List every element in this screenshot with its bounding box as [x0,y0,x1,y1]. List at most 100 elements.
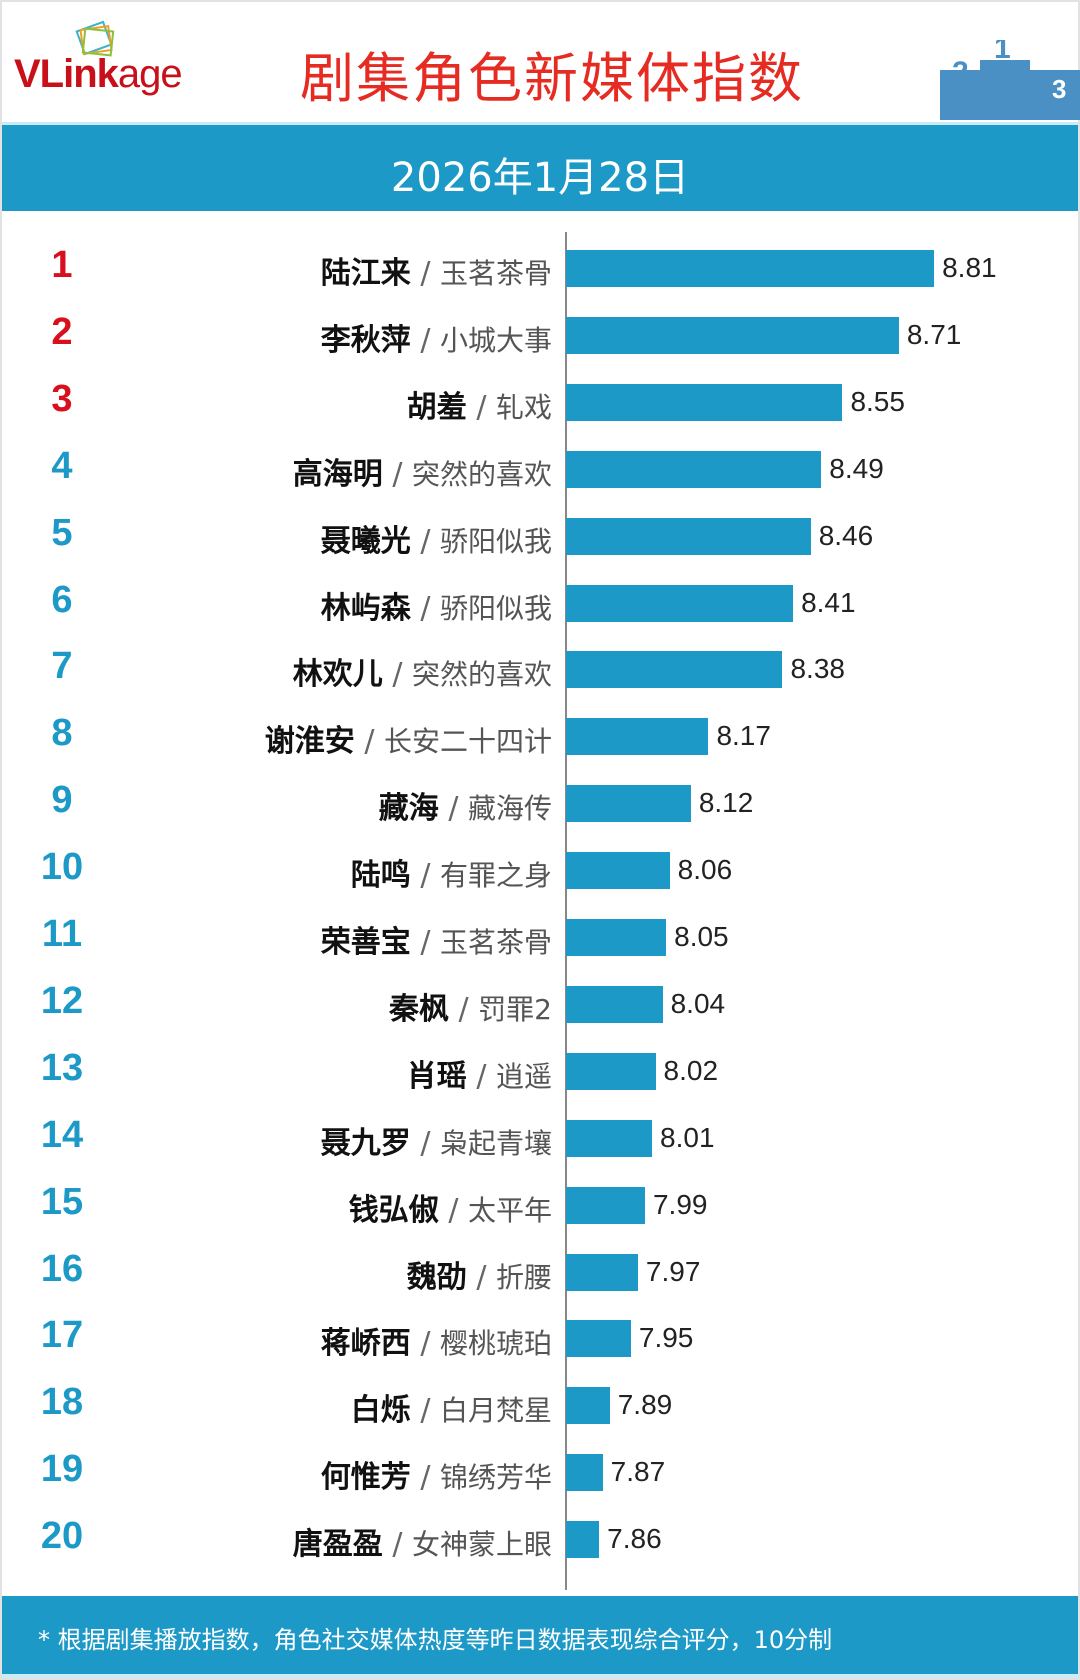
rank-number: 1 [51,244,73,286]
separator: / [466,1058,496,1094]
bar-label: 高海明 / 突然的喜欢 [293,449,552,493]
value-label: 7.95 [638,1322,694,1354]
value-label: 7.87 [610,1456,666,1488]
value-label: 8.55 [850,385,905,417]
character-name: 肖瑶 [406,1058,467,1094]
bar-label: 林屿森 / 骄阳似我 [321,583,552,627]
bar-label: 蒋峤西 / 樱桃琥珀 [321,1318,552,1362]
separator: / [382,1527,412,1563]
rank-number: 4 [51,444,73,487]
rank-number: 14 [40,1113,84,1156]
separator: / [410,1326,440,1362]
value-label: 8.02 [663,1054,719,1086]
bar [566,985,663,1023]
character-name: 聂九罗 [320,1125,411,1161]
page-title: 剧集角色新媒体指数 [300,47,804,110]
character-name: 白烁 [350,1393,411,1429]
character-name: 林屿森 [320,590,411,626]
separator: / [382,456,412,492]
separator: / [438,1192,468,1228]
separator: / [410,256,440,291]
drama-name: 女神蒙上眼 [411,1528,552,1562]
rank-number: 3 [51,377,73,420]
character-name: 何惟芳 [320,1460,411,1496]
character-name: 魏劭 [406,1259,467,1295]
drama-name: 罚罪2 [478,992,552,1026]
rank-number: 20 [40,1515,84,1558]
logo-frames-icon [75,20,115,57]
svg-text:1: 1 [994,40,1011,65]
value-label: 8.41 [801,586,856,618]
drama-name: 突然的喜欢 [411,457,552,491]
ranking-chart: 1 陆江来 / 玉茗茶骨 8.81 2 李秋萍 / 小城大事 8.71 3 胡羞 / 轧戏 8.… [0,220,1080,1590]
bar-label: 藏海 / 藏海传 [379,783,552,827]
value-label: 7.89 [617,1389,673,1421]
separator: / [466,1259,496,1295]
drama-name: 逍遥 [495,1059,552,1093]
character-name: 钱弘俶 [348,1192,439,1228]
bar-label: 林欢儿 / 突然的喜欢 [293,649,552,693]
bar [566,1052,656,1090]
drama-name: 枭起青壤 [439,1126,552,1160]
separator: / [410,858,440,894]
rank-number: 16 [40,1247,84,1290]
svg-text:2: 2 [952,56,969,89]
separator: / [354,724,384,760]
bar-label: 聂曦光 / 骄阳似我 [321,516,552,560]
value-label: 8.71 [906,318,962,350]
rank-number: 13 [40,1046,84,1089]
bar-label: 荣善宝 / 玉茗茶骨 [321,917,552,961]
value-label: 8.46 [818,519,874,551]
bar [566,450,822,488]
rank-number: 11 [41,913,83,955]
rank-number: 18 [40,1381,84,1424]
character-name: 聂曦光 [320,523,411,559]
drama-name: 骄阳似我 [439,591,552,625]
character-name: 李秋萍 [320,322,411,358]
bar [566,1253,638,1291]
rank-number: 7 [51,645,73,688]
footer-band: * 根据剧集播放指数，角色社交媒体热度等昨日数据表现综合评分，10分制 [2,1596,1078,1678]
rank-number: 6 [51,578,73,621]
footnote: * 根据剧集播放指数，角色社交媒体热度等昨日数据表现综合评分，10分制 [38,1626,833,1654]
bar [566,718,709,756]
bar-label: 谢淮安 / 长安二十四计 [265,716,552,760]
bar [566,517,811,555]
bar-label: 陆鸣 / 有罪之身 [351,850,552,894]
separator: / [466,389,496,425]
bar [566,651,783,689]
drama-name: 玉茗茶骨 [439,926,552,959]
character-name: 谢淮安 [264,724,355,760]
separator: / [448,991,479,1027]
rank-number: 12 [40,979,84,1022]
rank-number: 2 [51,310,73,353]
vlinkage-logo: VLinkage [14,20,244,108]
value-label: 8.01 [660,1121,715,1153]
separator: / [410,1460,440,1496]
drama-name: 太平年 [467,1193,552,1227]
separator: / [438,791,468,827]
drama-name: 轧戏 [495,390,552,424]
separator: / [410,925,440,960]
rank-number: 10 [40,846,84,889]
bar-label: 秦枫 / 罚罪2 [389,984,552,1028]
bar-label: 魏劭 / 折腰 [407,1252,552,1296]
bar [566,1119,653,1157]
rank-number: 15 [40,1180,84,1223]
date-label: 2026年1月28日 [390,155,690,201]
bar [566,584,794,622]
y-axis-line [565,232,567,1590]
drama-name: 小城大事 [439,323,552,357]
bar-label: 白烁 / 白月梵星 [351,1385,552,1429]
character-name: 陆江来 [320,256,411,291]
separator: / [410,590,440,626]
rank-number: 17 [40,1314,84,1357]
logo-text: VLinkage [14,52,183,96]
bar [566,785,691,823]
bar-label: 陆江来 / 玉茗茶骨 [321,248,552,292]
character-name: 胡羞 [406,389,467,425]
bar [566,1320,631,1358]
drama-name: 突然的喜欢 [411,658,552,692]
character-name: 秦枫 [388,991,449,1027]
rank-number: 19 [40,1448,84,1491]
